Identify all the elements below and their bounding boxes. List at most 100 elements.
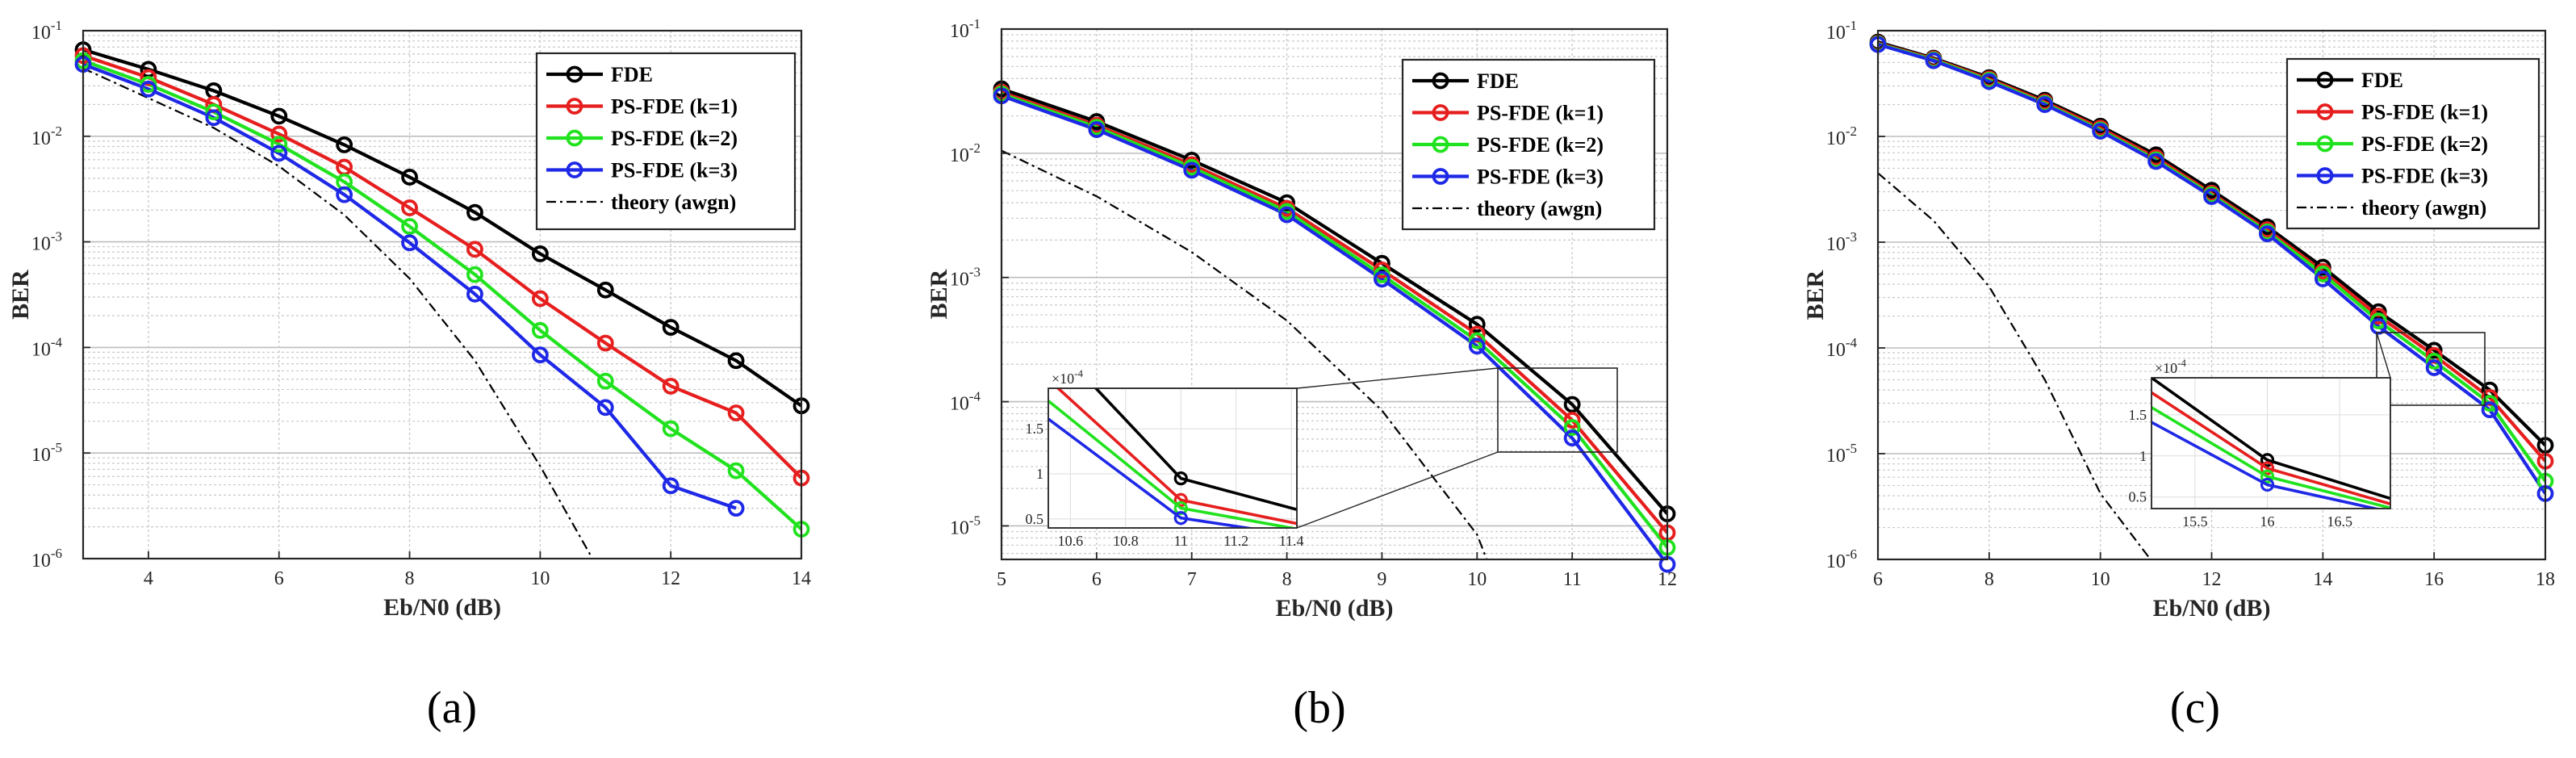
series-line-theory [1002, 149, 1488, 559]
y-tick-label: 10-2 [950, 140, 981, 166]
legend-entry: PS-FDE (k=3) [611, 159, 738, 182]
inset-y-tick: 1 [2139, 448, 2147, 464]
data-point [596, 281, 614, 299]
x-tick-label: 10 [2091, 569, 2110, 590]
legend-swatch-marker [2316, 167, 2334, 184]
inset-series-line [2152, 391, 2390, 506]
data-point [140, 80, 157, 98]
inset-frame [2151, 377, 2391, 509]
data-point [336, 136, 353, 153]
legend-swatch-marker [1432, 104, 1449, 121]
inset-series-line [2152, 405, 2390, 509]
y-tick-label: 10-1 [31, 18, 62, 44]
data-point [1468, 316, 1486, 333]
legend-swatch-marker [566, 65, 583, 83]
x-tick-label: 14 [792, 568, 811, 589]
data-point [270, 107, 288, 125]
y-tick-label: 10-3 [1826, 229, 1857, 255]
zoom-region [1497, 367, 1618, 453]
data-point [270, 144, 288, 162]
y-tick-label: 10-6 [1826, 547, 1857, 572]
data-point [2369, 308, 2387, 325]
data-point [336, 186, 353, 203]
legend-entry: PS-FDE (k=2) [1477, 133, 1604, 157]
data-point [205, 109, 223, 127]
series-line-1 [83, 53, 801, 480]
legend-swatch-marker [566, 161, 583, 178]
data-point [1183, 161, 1201, 179]
series-line-3 [83, 62, 737, 510]
inset-series-line [1048, 417, 1257, 528]
data-point [2481, 401, 2499, 419]
zoom-connector [1296, 367, 1499, 389]
data-point [727, 462, 745, 480]
data-point [662, 420, 680, 438]
inset-data-point [2260, 469, 2275, 484]
inset-frame [1048, 387, 1298, 529]
series-line-theory [83, 67, 594, 559]
inset-data-point [2260, 477, 2275, 492]
panel-label-a: (a) [427, 683, 477, 733]
x-tick-label: 4 [144, 568, 153, 589]
legend-entry: PS-FDE (k=2) [611, 127, 738, 150]
data-point [1468, 332, 1486, 350]
inset-data-point [2260, 453, 2275, 467]
y-tick-label: 10-5 [950, 513, 981, 538]
legend-swatch-marker [2316, 103, 2334, 120]
inset-scale-label: ×10-4 [1052, 367, 1083, 387]
data-point [1563, 396, 1581, 413]
legend: FDE PS-FDE (k=1) PS-FDE (k=2) PS-FDE (k=3) t… [2285, 57, 2540, 230]
panel-label-c: (c) [2170, 683, 2220, 733]
inset-x-tick: 10.6 [1058, 533, 1084, 549]
data-point [401, 234, 418, 252]
x-axis-label: Eb/N0 (dB) [383, 594, 501, 621]
inset-x-tick: 11 [1174, 533, 1188, 549]
inset-y-tick: 0.5 [1026, 511, 1044, 527]
x-tick-label: 8 [405, 568, 415, 589]
inset-data-point [1173, 511, 1188, 526]
y-tick-label: 10-4 [31, 334, 63, 360]
inset-x-tick: 16 [2260, 513, 2275, 530]
series-line-3 [1002, 94, 1666, 559]
data-point [466, 241, 483, 258]
data-point [2314, 270, 2331, 287]
series-line-1 [1002, 90, 1667, 534]
legend-entry: FDE [1477, 69, 1519, 93]
inset-data-point [2260, 461, 2275, 475]
inset-data-point [1173, 471, 1188, 486]
data-point [727, 500, 745, 517]
inset-box [1048, 387, 1298, 529]
data-point [1468, 337, 1486, 355]
legend-entry: PS-FDE (k=1) [611, 95, 738, 119]
inset-x-tick: 15.5 [2182, 513, 2208, 530]
x-tick-label: 5 [997, 569, 1006, 590]
inset-x-tick: 16.5 [2327, 513, 2352, 530]
inset-series-line [1056, 388, 1297, 526]
legend-entry: FDE [611, 63, 653, 86]
inset-y-tick: 1 [1036, 466, 1043, 482]
data-point [2425, 352, 2443, 370]
x-tick-label: 8 [1282, 569, 1292, 590]
data-point [1563, 419, 1581, 436]
x-axis-label: Eb/N0 (dB) [1276, 595, 1394, 622]
inset-series-line [1094, 388, 1297, 512]
legend-swatch-marker [566, 129, 583, 147]
inset-scale-label: ×10-4 [2155, 357, 2186, 376]
y-tick-label: 10-3 [950, 265, 981, 291]
inset-series-line [2152, 378, 2390, 500]
x-tick-label: 8 [1984, 569, 1994, 590]
data-point [2314, 266, 2331, 283]
plot-frame [1000, 27, 1669, 561]
legend-swatch-marker [566, 98, 583, 115]
zoom-region [2376, 332, 2486, 406]
data-point [140, 69, 157, 86]
legend-swatch-marker [2316, 71, 2334, 89]
x-tick-label: 16 [2424, 569, 2444, 590]
data-point [466, 203, 483, 221]
y-tick-label: 10-1 [1826, 18, 1857, 44]
y-tick-label: 10-6 [31, 546, 62, 572]
inset-zoom: 15.5 16 16.5 0.5 1 1.5 ×10-4 [2129, 332, 2486, 530]
legend-swatch-marker [2316, 135, 2334, 153]
y-tick-label: 10-5 [31, 440, 62, 466]
data-point [401, 218, 418, 235]
